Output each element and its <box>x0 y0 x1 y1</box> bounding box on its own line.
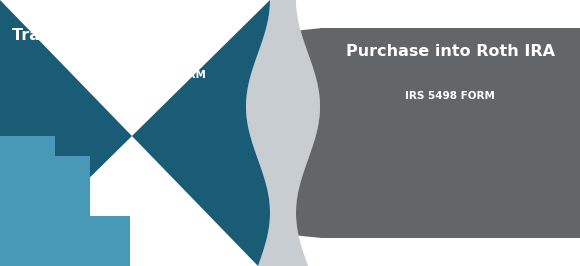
Text: Traditional IRA Balance: Traditional IRA Balance <box>12 28 222 43</box>
Text: IRS 5498 FORM: IRS 5498 FORM <box>405 91 495 101</box>
Polygon shape <box>0 136 130 266</box>
Polygon shape <box>246 0 320 266</box>
Text: Purchase into Roth IRA: Purchase into Roth IRA <box>346 44 554 59</box>
Text: IRS 1099-R FORM: IRS 1099-R FORM <box>104 70 206 80</box>
Polygon shape <box>296 28 322 238</box>
Polygon shape <box>0 0 270 266</box>
Bar <box>322 28 580 238</box>
